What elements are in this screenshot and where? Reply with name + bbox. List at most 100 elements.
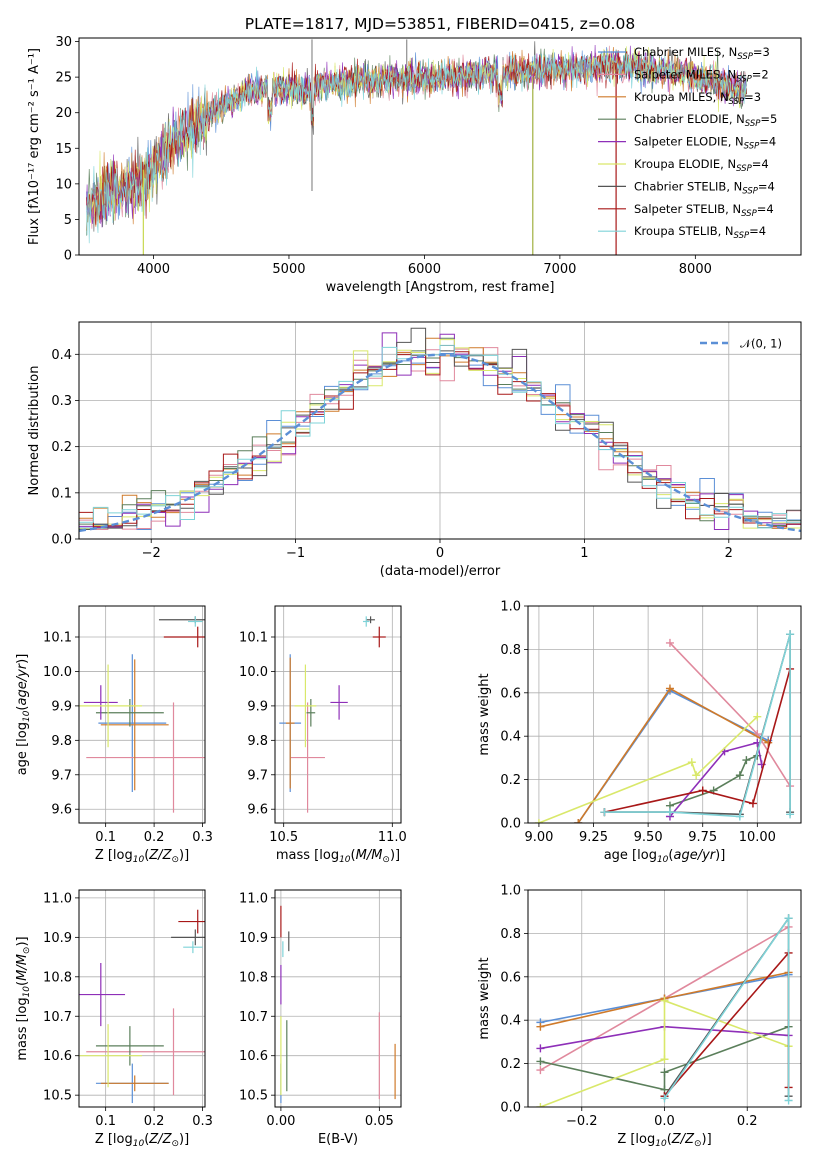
weight-marker	[748, 799, 757, 808]
x-tick-label: 0.2	[144, 830, 165, 845]
weight-marker	[534, 819, 543, 823]
axes-frame	[527, 605, 802, 824]
axes-age_vs_Z: 0.1 0.2 0.3 9.6 9.7 9.8 9.9 10.0 10.1 Z [log10​(Z…	[15, 605, 213, 865]
y-tick-label: 0.2	[500, 773, 521, 788]
x-tick-label: 0	[436, 546, 444, 561]
y-tick-label: 0.1	[51, 486, 72, 501]
axes-weight_vs_Z: −0.2 0.0 0.2 0.0 0.2 0.4 0.6 0.8 1.0 Z [log10​(Z/…	[477, 884, 802, 1149]
y-tick-label: 0.6	[500, 686, 521, 701]
weight-marker	[665, 638, 674, 647]
axes-age_vs_mass: 10.5 11.0 9.6 9.7 9.8 9.9 10.0 10.1 mass [log10​…	[239, 605, 407, 865]
weight-line	[663, 915, 790, 1101]
y-axis-label: Normed distribution	[27, 366, 42, 496]
y-axis-label: mass weight	[477, 957, 492, 1039]
x-tick-label: −0.2	[566, 1114, 598, 1129]
y-tick-label: 10.0	[43, 665, 72, 680]
weight-marker	[574, 819, 583, 823]
weight-marker	[784, 914, 793, 923]
y-tick-label: 10	[55, 177, 72, 192]
normal-curve	[79, 353, 801, 533]
x-tick-label: 0.05	[365, 1114, 394, 1129]
x-tick-label: 7000	[543, 262, 576, 277]
x-tick-label: 0.2	[144, 1114, 165, 1129]
weight-marker	[735, 771, 744, 780]
x-tick-label: 0.3	[192, 1114, 213, 1129]
y-tick-label: 9.7	[247, 768, 268, 783]
weight-marker	[698, 786, 707, 795]
plot-area-age_vs_Z	[79, 616, 205, 813]
weight-line	[577, 689, 769, 823]
y-tick-label: 10.6	[239, 1049, 268, 1064]
weight-marker	[660, 1068, 669, 1077]
histogram-series	[79, 344, 801, 529]
plot-area-spectrum	[86, 39, 748, 255]
weight-line	[663, 950, 790, 1097]
x-tick-label: 1	[580, 546, 588, 561]
y-tick-label: 10.9	[43, 931, 72, 946]
y-tick-label: 11.0	[43, 891, 72, 906]
plot-area-mass_vs_Z	[79, 909, 205, 1104]
legend-label: Salpeter ELODIE, NSSP=4	[634, 135, 776, 152]
weight-marker	[660, 996, 669, 1005]
axes-spectrum: 4000 5000 6000 7000 8000 0 5 10 15 20 25 30 waveleng…	[27, 35, 802, 295]
weight-marker	[786, 810, 795, 819]
y-tick-label: 0	[64, 249, 72, 264]
y-tick-label: 10.8	[239, 970, 268, 985]
x-tick-label: 9.00	[524, 830, 553, 845]
y-tick-label: 0.0	[51, 533, 72, 548]
legend-label: Kroupa STELIB, NSSP=4	[634, 224, 766, 241]
y-tick-label: 0.3	[51, 394, 72, 409]
y-axis-label: Flux [fλ10⁻¹⁷ erg cm⁻² s⁻¹ A⁻¹]	[27, 48, 42, 245]
y-tick-label: 10.0	[239, 665, 268, 680]
weight-marker	[784, 1096, 793, 1105]
x-tick-label: 0.0	[654, 1114, 675, 1129]
weight-line	[577, 687, 769, 823]
axes-frame	[78, 37, 802, 256]
x-tick-label: 2	[725, 546, 733, 561]
y-tick-label: 0.6	[500, 970, 521, 985]
y-tick-label: 0.2	[51, 440, 72, 455]
figure-title: PLATE=1817, MJD=53851, FIBERID=0415, z=0…	[245, 15, 635, 33]
x-tick-label: 9.50	[634, 830, 663, 845]
y-tick-label: 9.8	[51, 734, 72, 749]
y-tick-label: 25	[55, 71, 72, 86]
x-tick-label: −2	[142, 546, 161, 561]
y-tick-label: 0.4	[500, 730, 521, 745]
weight-marker	[665, 684, 674, 693]
weight-line	[604, 633, 791, 816]
plot-area-mass_vs_EBV	[280, 905, 396, 1104]
y-tick-label: 11.0	[239, 891, 268, 906]
x-tick-label: 0.00	[266, 1114, 295, 1129]
x-axis-label: E(B-V)	[318, 1132, 358, 1147]
y-tick-label: 1.0	[500, 600, 521, 615]
plot-area-weight_vs_age	[534, 630, 795, 823]
x-tick-label: 10.5	[269, 830, 298, 845]
weight-marker	[536, 1044, 545, 1053]
y-tick-label: 9.9	[247, 699, 268, 714]
y-tick-label: 20	[55, 106, 72, 121]
weight-marker	[742, 756, 751, 765]
y-tick-label: 0.0	[500, 1101, 521, 1116]
y-tick-label: 10.7	[43, 1010, 72, 1025]
y-tick-label: 5	[64, 213, 72, 228]
y-tick-label: 9.6	[247, 803, 268, 818]
y-axis-label: mass [log10​(M/M⊙​)]	[15, 936, 32, 1060]
legend-label: Kroupa MILES, NSSP=3	[634, 90, 761, 107]
x-tick-label: 0.1	[95, 830, 116, 845]
weight-marker	[687, 758, 696, 767]
x-tick-label: 9.25	[579, 830, 608, 845]
y-tick-label: 1.0	[500, 884, 521, 899]
weight-marker	[753, 712, 762, 721]
weight-line	[669, 642, 791, 787]
y-tick-label: 10.5	[239, 1089, 268, 1104]
y-tick-label: 10.5	[43, 1089, 72, 1104]
y-tick-label: 10.8	[43, 970, 72, 985]
weight-marker	[660, 1094, 669, 1103]
weight-marker	[536, 1066, 545, 1075]
x-tick-label: 0.2	[737, 1114, 758, 1129]
plot-area-residuals	[79, 327, 801, 533]
y-tick-label: 9.8	[247, 734, 268, 749]
x-axis-label: mass [log10​(M/M⊙​)]	[276, 848, 400, 865]
spectrum-line	[86, 51, 748, 244]
